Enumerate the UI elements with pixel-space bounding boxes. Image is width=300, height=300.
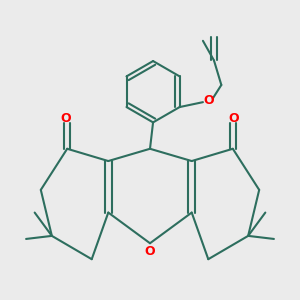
Text: O: O bbox=[145, 245, 155, 258]
Text: O: O bbox=[229, 112, 239, 125]
Text: O: O bbox=[61, 112, 71, 125]
Text: O: O bbox=[204, 94, 214, 107]
